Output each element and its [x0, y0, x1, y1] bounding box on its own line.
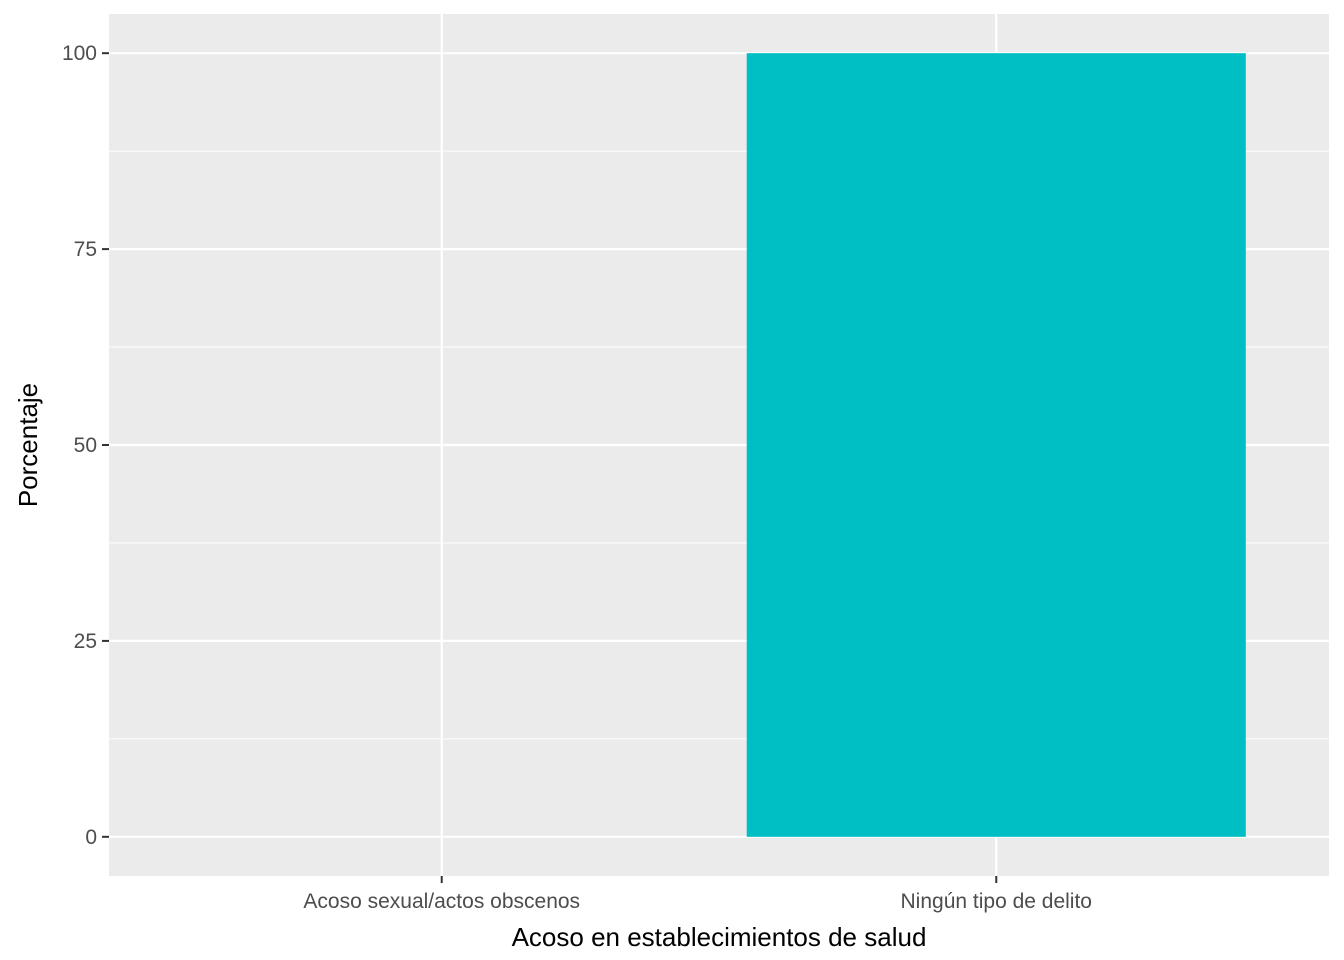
y-tick-label: 75: [74, 238, 97, 261]
x-tick-label: Ningún tipo de delito: [901, 890, 1092, 913]
y-tick-label: 25: [74, 630, 97, 653]
y-tick-label: 50: [74, 434, 97, 457]
x-tick-label: Acoso sexual/actos obscenos: [303, 890, 580, 913]
x-axis: Acoso sexual/actos obscenos Ningún tipo d…: [303, 876, 1092, 913]
x-axis-title: Acoso en establecimientos de salud: [512, 922, 927, 952]
bar: [746, 53, 1246, 837]
y-tick-label: 0: [85, 826, 97, 849]
bars: [746, 53, 1246, 837]
y-tick-label: 100: [62, 42, 97, 65]
y-axis-title: Porcentaje: [13, 383, 43, 507]
y-axis: 0 25 50 75 100: [62, 42, 109, 849]
